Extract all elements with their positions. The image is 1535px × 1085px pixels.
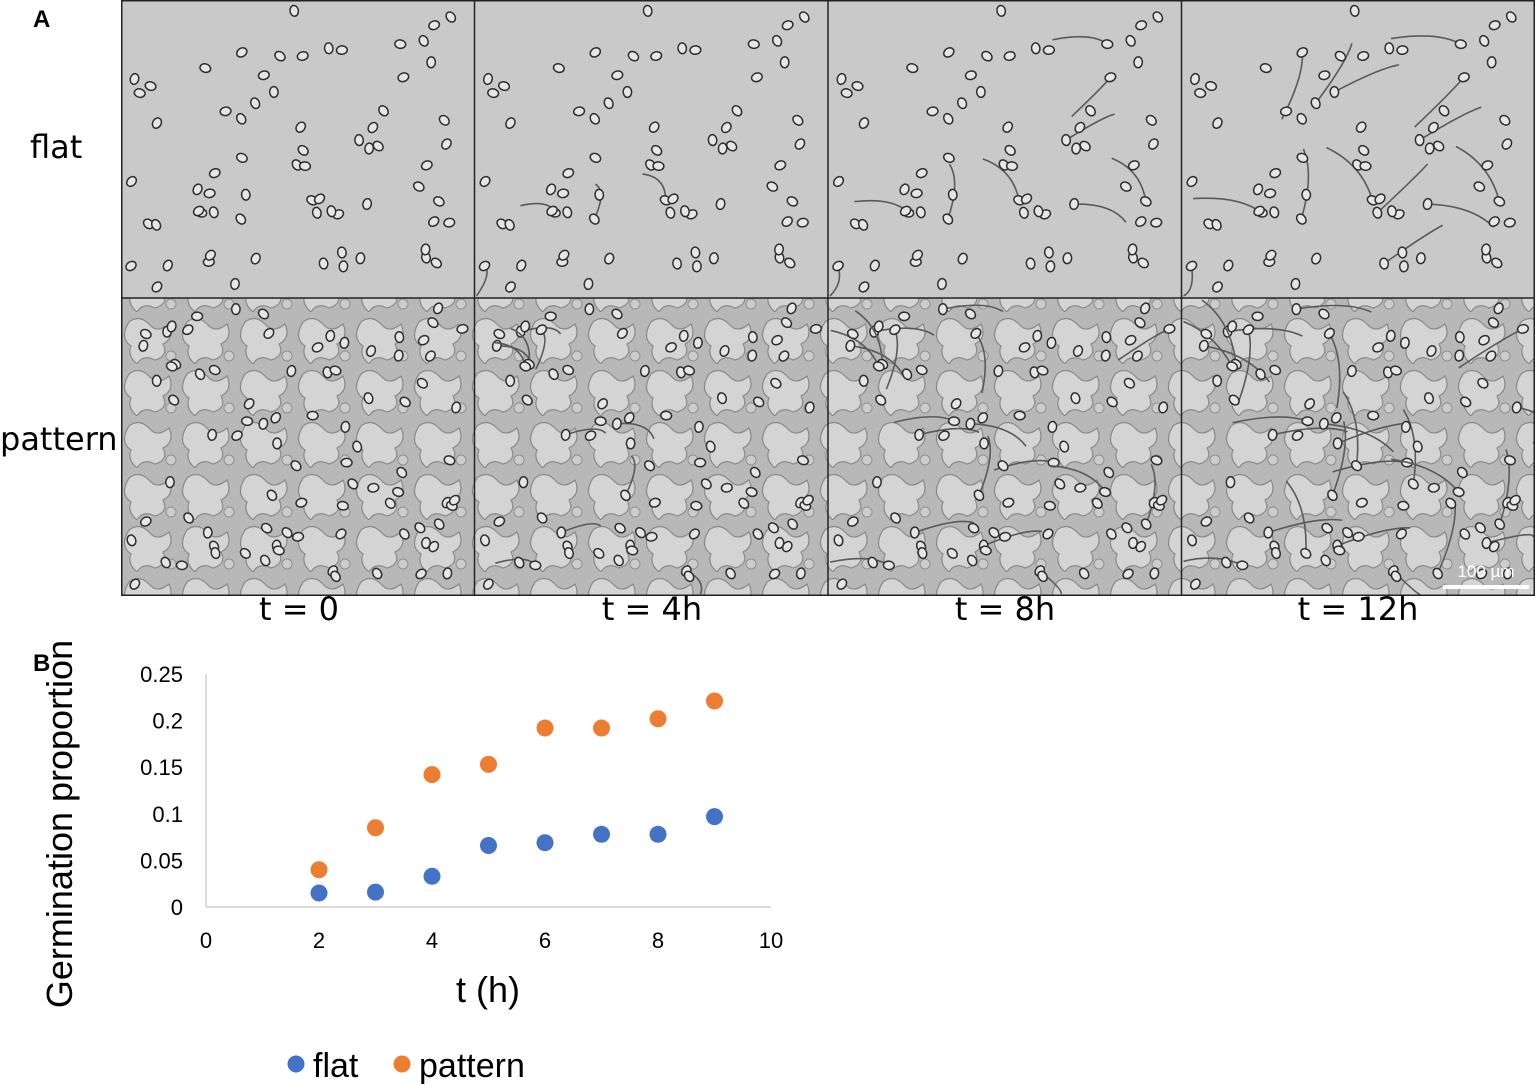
flat-row-images xyxy=(121,0,1535,298)
x-axis-label: t (h) xyxy=(456,969,520,1010)
data-points xyxy=(310,692,723,902)
legend-marker-flat xyxy=(287,1055,305,1073)
germination-scatter-chart: 0 2 4 6 8 10 0 0.05 0.1 0.15 0.2 0.25 t (h) Germin… xyxy=(39,640,783,1085)
point-pattern-4 xyxy=(423,766,441,784)
point-flat-8 xyxy=(649,825,667,843)
point-flat-6 xyxy=(536,834,554,852)
point-flat-7 xyxy=(593,825,610,843)
time-label-12h: t = 12h xyxy=(1297,590,1419,628)
row-label-flat: flat xyxy=(30,128,83,166)
time-label-4h: t = 4h xyxy=(601,590,703,628)
y-tick-0.2: 0.2 xyxy=(152,709,183,734)
point-pattern-7 xyxy=(593,719,610,737)
y-tick-0: 0 xyxy=(171,895,183,920)
x-tick-8: 8 xyxy=(652,928,664,953)
x-tick-0: 0 xyxy=(200,928,212,953)
legend-label-flat: flat xyxy=(313,1047,359,1085)
y-tick-0.05: 0.05 xyxy=(140,848,183,873)
pattern-row-images xyxy=(121,298,1535,596)
point-pattern-9 xyxy=(706,692,723,710)
x-tick-2: 2 xyxy=(313,928,325,953)
time-label-0: t = 0 xyxy=(258,590,340,628)
micrograph-pattern-1 xyxy=(474,298,828,596)
legend-label-pattern: pattern xyxy=(419,1047,525,1085)
x-tick-labels: 0 2 4 6 8 10 xyxy=(200,928,783,953)
legend: flat pattern xyxy=(287,1047,525,1085)
panel-a-letter: A xyxy=(33,6,51,33)
time-label-8h: t = 8h xyxy=(954,590,1056,628)
scale-bar-label: 100 µm xyxy=(1457,562,1514,581)
point-pattern-3 xyxy=(367,819,384,837)
point-pattern-6 xyxy=(536,719,554,737)
scale-bar: 100 µm xyxy=(1443,562,1529,589)
x-tick-4: 4 xyxy=(426,928,438,953)
legend-marker-pattern xyxy=(393,1055,411,1073)
point-pattern-2 xyxy=(310,861,328,879)
y-tick-0.1: 0.1 xyxy=(152,802,183,827)
y-tick-0.15: 0.15 xyxy=(140,755,183,780)
y-axis-label: Germination proportions xyxy=(39,640,80,1008)
point-flat-2 xyxy=(310,884,328,902)
x-tick-6: 6 xyxy=(539,928,551,953)
micrograph-pattern-0 xyxy=(121,298,475,596)
micrograph-grid: 100 µm xyxy=(121,0,1535,596)
row-label-pattern: pattern xyxy=(0,420,118,458)
point-flat-5 xyxy=(480,836,497,854)
micrograph-pattern-2 xyxy=(828,298,1182,596)
point-pattern-8 xyxy=(649,710,667,728)
point-flat-4 xyxy=(423,867,441,885)
point-pattern-5 xyxy=(480,755,497,773)
y-tick-0.25: 0.25 xyxy=(140,662,183,687)
y-tick-labels: 0 0.05 0.1 0.15 0.2 0.25 xyxy=(140,662,183,920)
panel-b-letter: B xyxy=(33,650,51,677)
point-flat-9 xyxy=(706,808,723,826)
x-tick-10: 10 xyxy=(759,928,783,953)
point-flat-3 xyxy=(367,883,384,901)
